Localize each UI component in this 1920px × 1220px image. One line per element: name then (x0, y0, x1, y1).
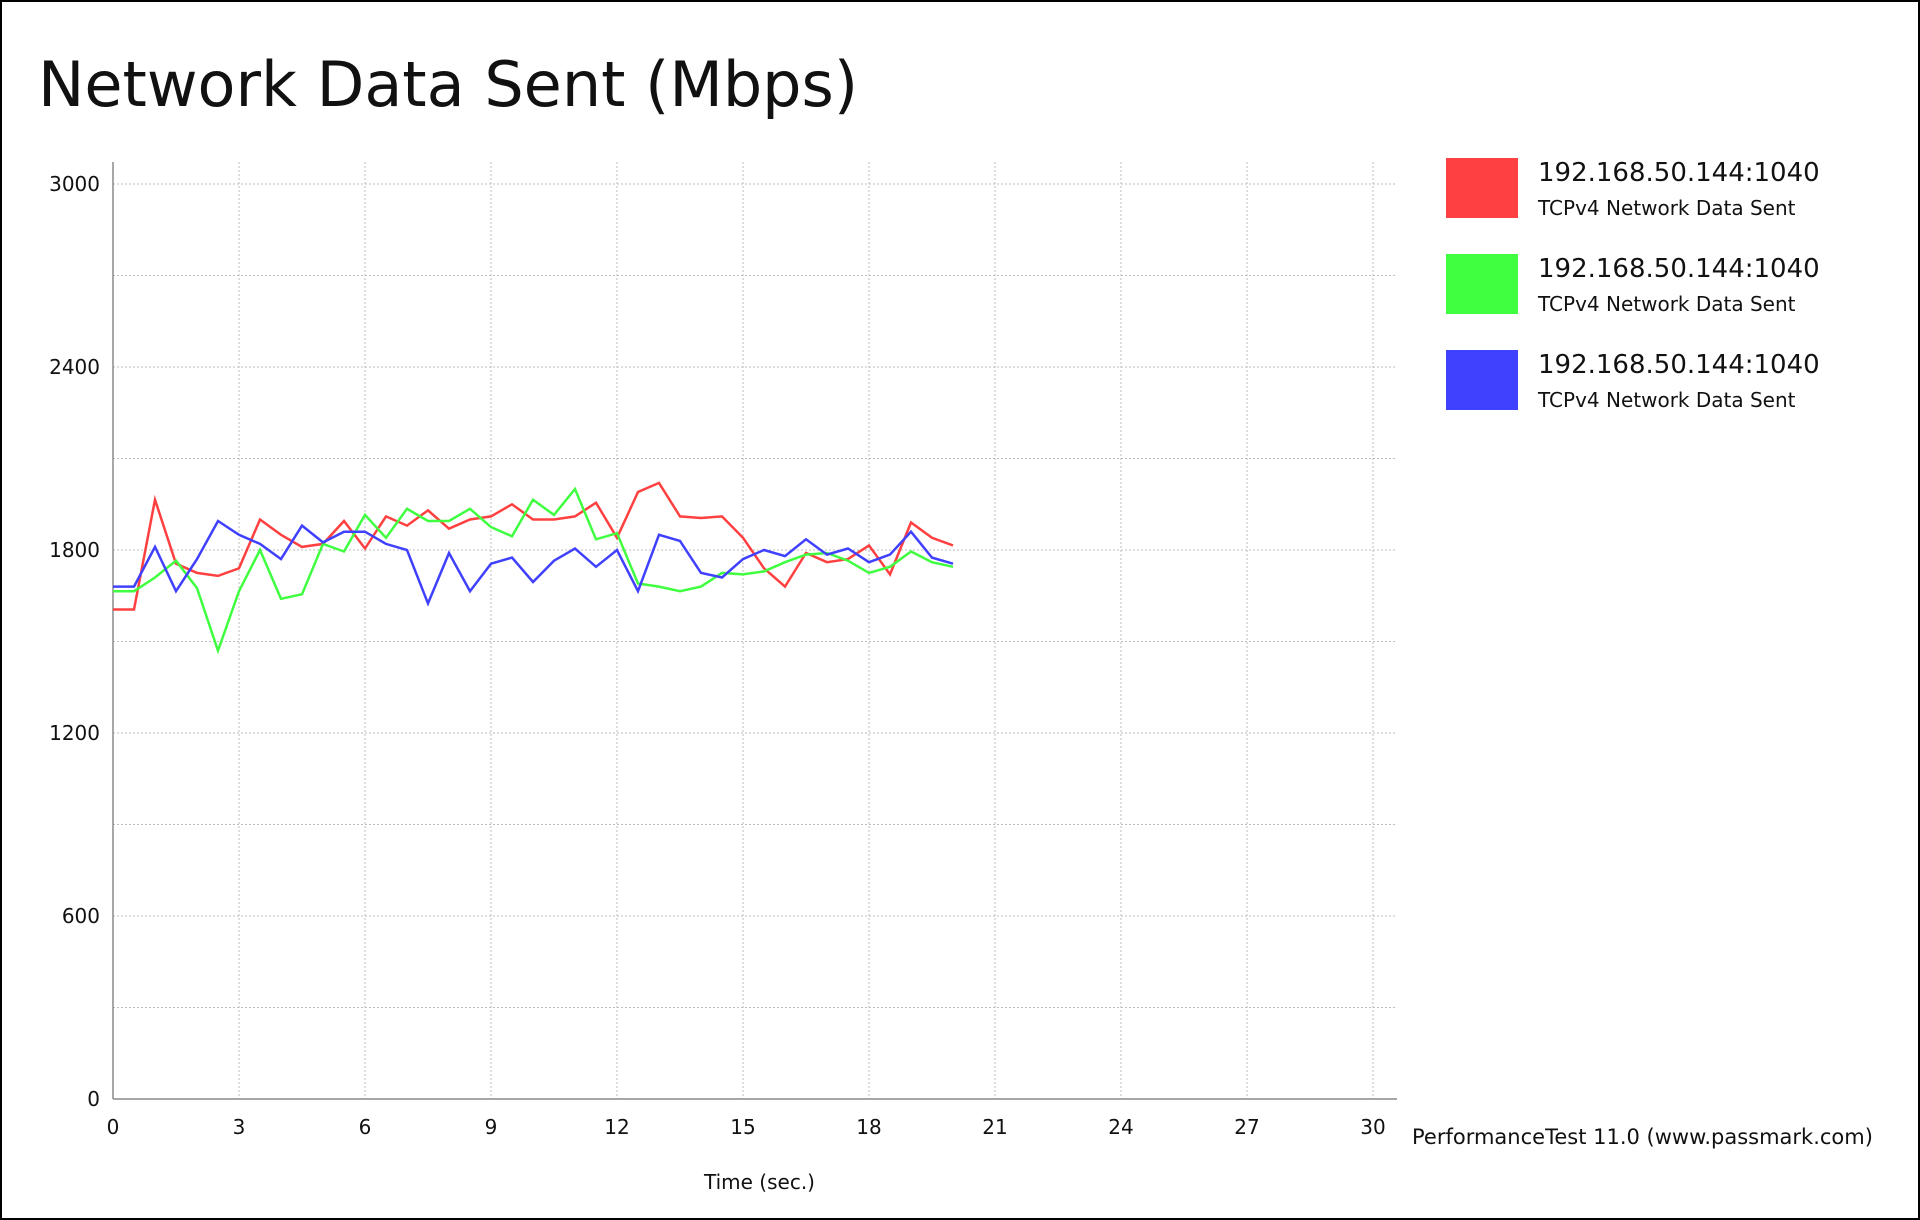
y-tick-label: 1200 (49, 721, 100, 745)
y-tick-label: 1800 (49, 538, 100, 562)
legend-series-description: TCPv4 Network Data Sent (1538, 388, 1796, 412)
x-tick-label: 27 (1234, 1115, 1259, 1139)
y-tick-label: 0 (87, 1087, 100, 1111)
series-line-3 (113, 519, 954, 607)
tick-labels: 0 3 6 9 12 15 18 21 24 27 30 0 600 1200 1800 2400 3000 (49, 172, 1386, 1139)
x-tick-label: 21 (982, 1115, 1007, 1139)
grid (112, 162, 1397, 1100)
y-tick-label: 2400 (49, 355, 100, 379)
legend-item-green: 192.168.50.144:1040 TCPv4 Network Data S… (1446, 254, 1886, 318)
chart-title: Network Data Sent (Mbps) (38, 48, 859, 121)
axes (112, 162, 1397, 1100)
x-tick-label: 30 (1360, 1115, 1385, 1139)
x-tick-label: 24 (1108, 1115, 1133, 1139)
series-lines (113, 481, 954, 655)
x-tick-label: 12 (604, 1115, 629, 1139)
legend-series-description: TCPv4 Network Data Sent (1538, 196, 1796, 220)
series-line-2 (113, 486, 954, 655)
y-tick-label: 600 (62, 904, 100, 928)
footer-note: PerformanceTest 11.0 (www.passmark.com) (1412, 1125, 1873, 1149)
legend-series-description: TCPv4 Network Data Sent (1538, 292, 1796, 316)
legend-series-name: 192.168.50.144:1040 (1538, 254, 1820, 284)
legend-series-name: 192.168.50.144:1040 (1538, 350, 1820, 380)
y-tick-label: 3000 (49, 172, 100, 196)
series-line-1 (113, 481, 954, 611)
legend-item-blue: 192.168.50.144:1040 TCPv4 Network Data S… (1446, 350, 1886, 414)
x-tick-label: 18 (856, 1115, 881, 1139)
x-tick-label: 15 (730, 1115, 755, 1139)
x-tick-label: 9 (485, 1115, 498, 1139)
legend-swatch-blue (1446, 350, 1518, 410)
x-axis-label: Time (sec.) (704, 1170, 815, 1194)
legend-series-name: 192.168.50.144:1040 (1538, 158, 1820, 188)
x-tick-label: 0 (107, 1115, 120, 1139)
legend-swatch-red (1446, 158, 1518, 218)
legend-item-red: 192.168.50.144:1040 TCPv4 Network Data S… (1446, 158, 1886, 222)
legend-swatch-green (1446, 254, 1518, 314)
x-tick-label: 3 (233, 1115, 246, 1139)
x-tick-label: 6 (359, 1115, 372, 1139)
